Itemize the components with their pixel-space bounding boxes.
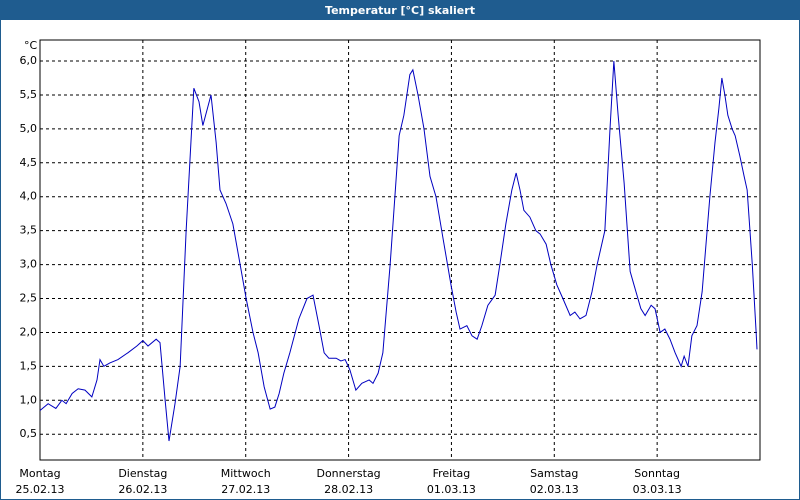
y-tick-label: 5,0 — [20, 122, 38, 135]
y-tick-label: 4,0 — [20, 190, 38, 203]
x-tick-sublabel: 02.03.13 — [530, 483, 579, 496]
y-unit: °C — [24, 39, 38, 52]
y-tick-label: 1,5 — [20, 359, 38, 372]
x-tick-label: Samstag — [530, 467, 578, 480]
x-tick-label: Mittwoch — [221, 467, 271, 480]
title-bar — [0, 0, 800, 20]
data-line — [39, 60, 758, 442]
x-tick-sublabel: 03.03.13 — [633, 483, 682, 496]
x-tick-label: Donnerstag — [316, 467, 380, 480]
y-tick-label: 4,5 — [20, 156, 38, 169]
y-tick-label: 1,0 — [20, 393, 38, 406]
x-tick-sublabel: 28.02.13 — [324, 483, 373, 496]
y-tick-label: 3,0 — [20, 258, 38, 271]
x-tick-label: Dienstag — [118, 467, 167, 480]
y-tick-label: 2,0 — [20, 325, 38, 338]
x-tick-sublabel: 01.03.13 — [427, 483, 476, 496]
x-tick-sublabel: 25.02.13 — [16, 483, 65, 496]
x-tick-sublabel: 27.02.13 — [221, 483, 270, 496]
x-tick-label: Freitag — [433, 467, 471, 480]
y-tick-label: 3,5 — [20, 224, 38, 237]
y-tick-label: 0,5 — [20, 427, 38, 440]
x-tick-label: Sonntag — [634, 467, 680, 480]
y-tick-label: 5,5 — [20, 88, 38, 101]
x-tick-label: Montag — [19, 467, 60, 480]
y-tick-label: 6,0 — [20, 54, 38, 67]
y-tick-label: 2,5 — [20, 292, 38, 305]
chart-title: Temperatur [°C] skaliert — [325, 4, 475, 17]
x-tick-sublabel: 26.02.13 — [118, 483, 167, 496]
